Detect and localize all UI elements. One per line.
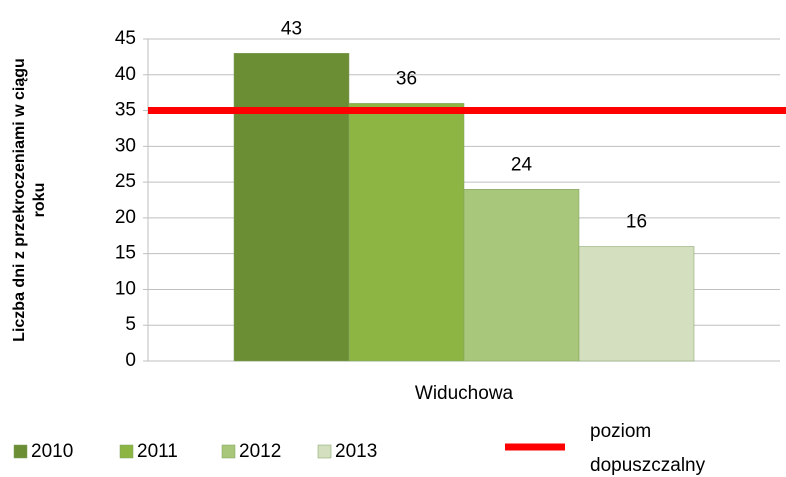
bar [463,189,580,362]
legend-label: poziom dopuszczalny [590,421,706,476]
y-tick-label: 0 [125,350,136,371]
legend-label: 2012 [239,441,281,462]
x-tick-label: Widuchowa [415,383,514,404]
bar [348,103,465,362]
y-tick-label: 5 [125,314,136,335]
value-label: 16 [626,212,647,233]
legend-label: 2013 [335,441,377,462]
y-tick-label: 10 [115,278,136,299]
y-axis-title: Liczba dni z przekroczeniami w ciągu roku [11,58,48,342]
y-tick-label: 30 [115,135,136,156]
legend-label: 2010 [31,441,73,462]
legend-swatch [119,444,134,459]
value-label: 43 [281,18,302,39]
y-tick-label: 40 [115,64,136,85]
value-label: 24 [511,154,533,175]
y-tick-label: 35 [115,100,136,121]
value-label: 36 [396,68,417,89]
y-tick-label: 25 [115,171,136,192]
legend-swatch [317,444,332,459]
legend-swatch [13,444,28,459]
bar [578,246,695,362]
legend-label: 2011 [137,441,178,462]
bar [233,53,350,362]
y-tick-label: 45 [115,28,136,49]
legend-swatch [221,444,236,459]
y-tick-label: 20 [115,207,136,228]
y-tick-label: 15 [115,243,136,264]
